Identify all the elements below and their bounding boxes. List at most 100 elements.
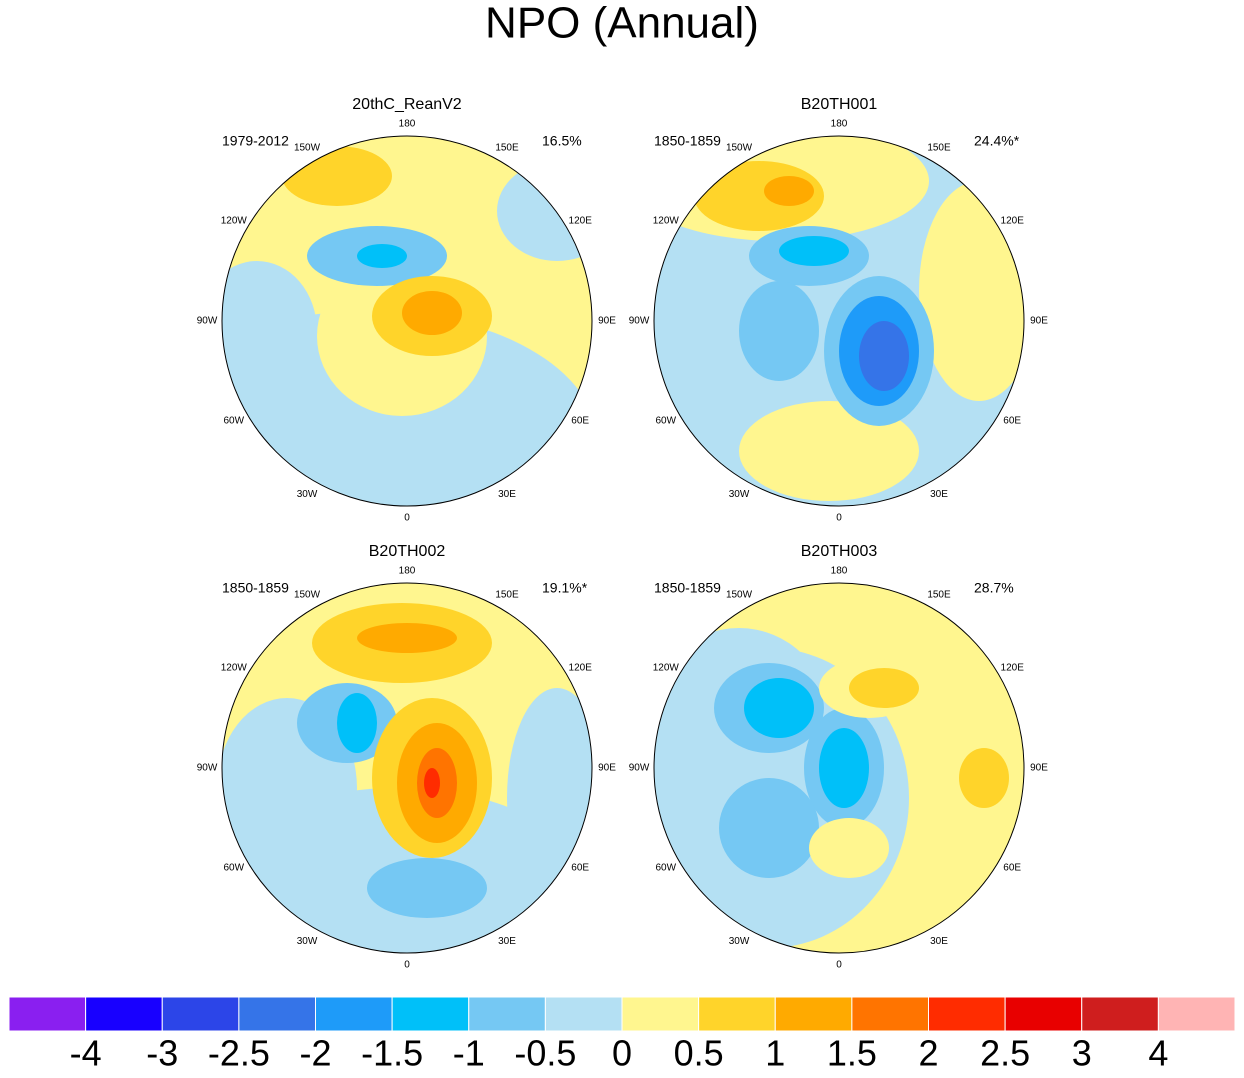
panel-period: 1850-1859: [654, 133, 721, 149]
colorbar-box: [774, 996, 853, 1032]
panel-title: 20thC_ReanV2: [352, 96, 462, 113]
map-border: [221, 582, 593, 954]
contour-region: [222, 261, 317, 401]
longitude-label: 60W: [656, 863, 677, 874]
longitude-label: 90W: [197, 763, 218, 774]
longitude-label: 60E: [1003, 416, 1021, 427]
contour-region: [424, 768, 440, 798]
contour-region: [367, 858, 487, 918]
longitude-label: 30E: [930, 489, 948, 500]
colorbar-box: [468, 996, 546, 1032]
longitude-label: 150E: [495, 589, 519, 600]
contour-region: [337, 693, 377, 753]
colorbar-label: 4: [1148, 1033, 1168, 1074]
longitude-label: 120E: [1001, 216, 1025, 227]
longitude-label: 180: [831, 119, 848, 130]
contour-region: [739, 401, 919, 501]
longitude-label: 30W: [297, 489, 318, 500]
longitude-label: 150E: [927, 589, 951, 600]
longitude-label: 90E: [1030, 316, 1048, 327]
longitude-label: 0: [836, 513, 842, 524]
contour-region: [809, 818, 889, 878]
contour-region: [402, 291, 462, 335]
panel-period: 1979-2012: [222, 133, 289, 149]
panel-variance: 28.7%: [974, 580, 1014, 596]
panel-variance: 16.5%: [542, 133, 582, 149]
map-border: [221, 135, 593, 507]
map-panel: [654, 136, 1024, 506]
longitude-label: 150W: [726, 589, 753, 600]
longitude-label: 60W: [656, 416, 677, 427]
colorbar-box: [238, 996, 316, 1032]
contour-region: [357, 623, 457, 653]
colorbar-box: [161, 996, 240, 1032]
longitude-label: 0: [404, 960, 410, 971]
longitude-label: 90W: [629, 763, 650, 774]
colorbar-box: [544, 996, 623, 1032]
longitude-label: 180: [399, 119, 416, 130]
longitude-label: 30E: [498, 489, 516, 500]
map-border: [653, 135, 1025, 507]
colorbar-box: [698, 996, 776, 1032]
map-panel: [222, 136, 592, 506]
colorbar-box: [1157, 996, 1236, 1032]
contour-region: [849, 668, 919, 708]
contour-region: [819, 728, 869, 808]
colorbar-label: 2: [918, 1033, 938, 1074]
longitude-label: 30E: [498, 936, 516, 947]
longitude-label: 60W: [224, 416, 245, 427]
colorbar-box: [1081, 996, 1159, 1032]
panel-variance: 24.4%*: [974, 133, 1020, 149]
contour-region: [507, 688, 592, 908]
panel-variance: 19.1%*: [542, 580, 588, 596]
longitude-label: 150W: [726, 142, 753, 153]
colorbar-label: 0.5: [674, 1033, 724, 1074]
colorbar-box: [851, 996, 929, 1032]
longitude-label: 30W: [297, 936, 318, 947]
longitude-label: 60E: [1003, 863, 1021, 874]
panel-title: B20TH001: [801, 96, 878, 113]
colorbar-box: [315, 996, 393, 1032]
colorbar-label: 3: [1072, 1033, 1092, 1074]
colorbar-label: 1.5: [827, 1033, 877, 1074]
longitude-label: 90E: [598, 316, 616, 327]
colorbar-label: -0.5: [514, 1033, 576, 1074]
map-panel: [654, 583, 1024, 953]
longitude-label: 120W: [221, 216, 248, 227]
contour-region: [497, 161, 592, 261]
colorbar-box: [8, 996, 87, 1032]
colorbar-label: -3: [146, 1033, 178, 1074]
longitude-label: 120W: [653, 663, 680, 674]
colorbar-box: [621, 996, 700, 1032]
colorbar-label: 0: [612, 1033, 632, 1074]
colorbar-box: [85, 996, 163, 1032]
longitude-label: 120W: [221, 663, 248, 674]
longitude-label: 30E: [930, 936, 948, 947]
contour-region: [357, 244, 407, 268]
longitude-label: 150E: [927, 142, 951, 153]
longitude-label: 120W: [653, 216, 680, 227]
contour-region: [282, 146, 392, 206]
colorbar-label: 2.5: [980, 1033, 1030, 1074]
longitude-label: 30W: [729, 936, 750, 947]
longitude-label: 0: [836, 960, 842, 971]
contour-region: [859, 321, 909, 391]
colorbar-label: -2.5: [208, 1033, 270, 1074]
contour-region: [719, 778, 819, 878]
longitude-label: 90E: [598, 763, 616, 774]
colorbar-box: [928, 996, 1006, 1032]
longitude-label: 150W: [294, 142, 321, 153]
longitude-label: 150E: [495, 142, 519, 153]
longitude-label: 60E: [571, 416, 589, 427]
colorbar-label: 1: [765, 1033, 785, 1074]
longitude-label: 0: [404, 513, 410, 524]
contour-region: [919, 181, 1024, 401]
longitude-label: 180: [399, 566, 416, 577]
longitude-label: 30W: [729, 489, 750, 500]
colorbar-label: -2: [299, 1033, 331, 1074]
panel-title: B20TH002: [369, 543, 446, 560]
colorbar-label: -4: [70, 1033, 102, 1074]
longitude-label: 120E: [1001, 663, 1025, 674]
longitude-label: 150W: [294, 589, 321, 600]
colorbar-box: [1004, 996, 1083, 1032]
